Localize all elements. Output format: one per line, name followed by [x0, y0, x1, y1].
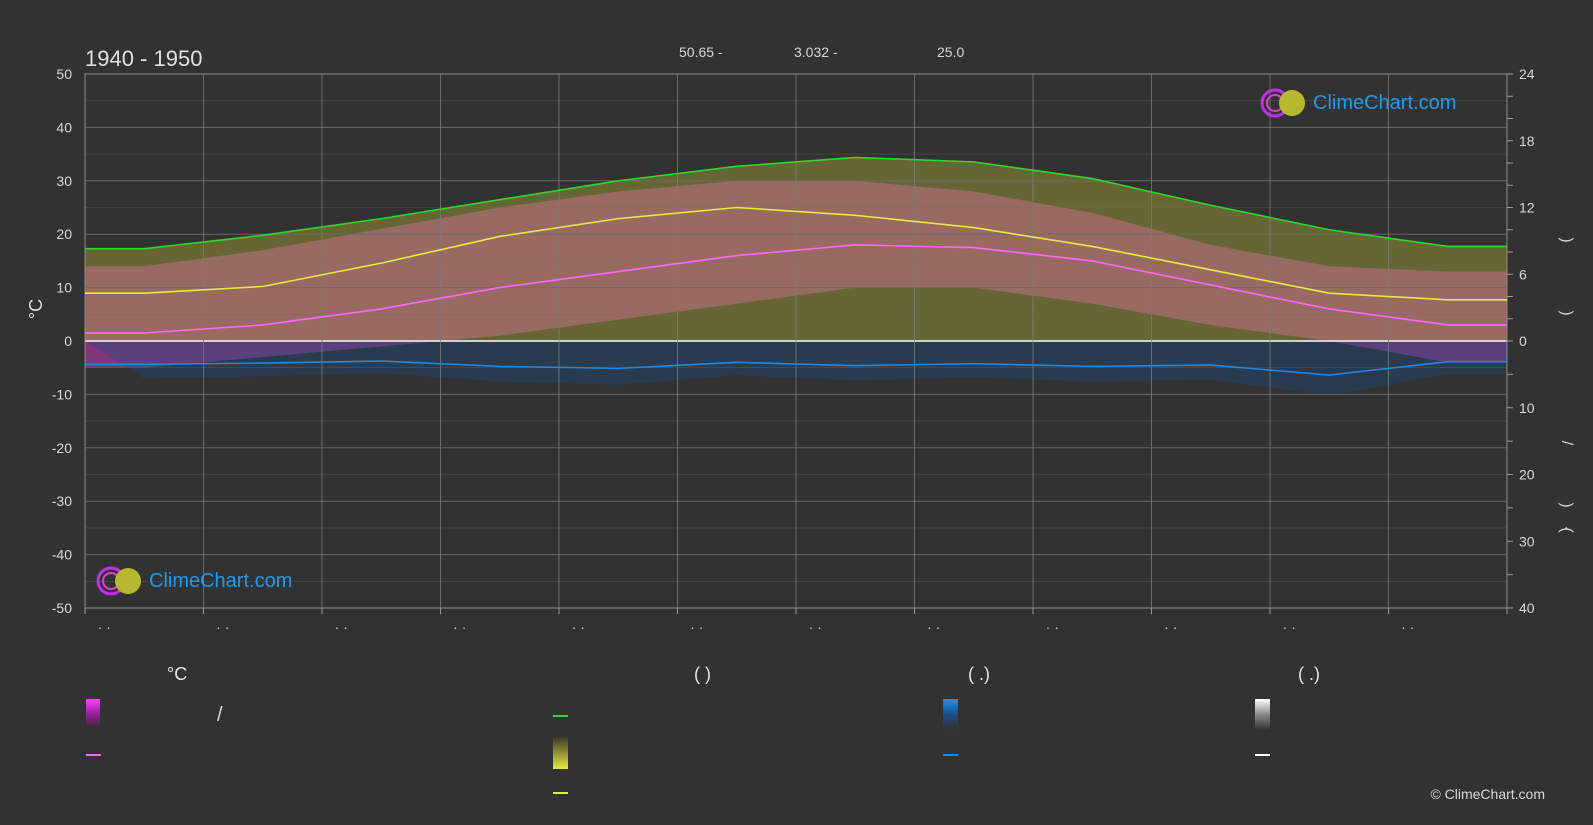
legend-snow-mean-swatch [1255, 754, 1270, 756]
x-month-tick-label: · · [572, 619, 585, 635]
y-right-axis-label: ) [1558, 310, 1575, 315]
legend-snow-heading: ( .) [1298, 664, 1320, 684]
y-right-bottom-tick-label: 20 [1519, 467, 1535, 483]
legend-temp-range-swatch [86, 699, 100, 727]
legend-sunshine-mean-swatch [553, 792, 568, 794]
y-left-tick-label: -30 [52, 493, 72, 509]
x-month-tick-label: · · [216, 619, 229, 635]
logo-text: ClimeChart.com [1313, 91, 1457, 114]
y-left-tick-label: 0 [64, 333, 72, 349]
x-month-tick-label: · · [1046, 619, 1059, 635]
logo-text: ClimeChart.com [149, 569, 293, 592]
y-left-tick-label: 20 [56, 226, 72, 242]
y-right-bottom-tick-label: 40 [1519, 600, 1535, 616]
logo-icon [96, 566, 141, 596]
y-right-axis-label: / [1558, 441, 1575, 446]
y-right-axis-label: ) [1558, 502, 1575, 507]
y-left-tick-label: 40 [56, 119, 72, 135]
y-right-top-tick-label: 24 [1519, 66, 1535, 82]
sunshine-line [85, 206, 1507, 301]
y-right-axis-label: ) [1558, 237, 1575, 242]
y-right-top-tick-label: 12 [1519, 200, 1535, 216]
y-left-tick-label: -20 [52, 440, 72, 456]
y-right-axis-label: · [1558, 525, 1575, 530]
legend-temp-mean-swatch [86, 754, 101, 756]
y-right-top-tick-label: 18 [1519, 133, 1535, 149]
x-month-tick-label: · · [98, 619, 111, 635]
copyright: © ClimeChart.com [1430, 786, 1545, 802]
x-month-tick-label: · · [453, 619, 466, 635]
x-month-tick-label: · · [927, 619, 940, 635]
y-left-tick-label: 10 [56, 280, 72, 296]
x-month-tick-label: · · [690, 619, 703, 635]
legend-sunshine-swatch [553, 737, 568, 769]
elevation-label: 25.0 [937, 44, 965, 60]
y-right-bottom-tick-label: 30 [1519, 533, 1535, 549]
x-month-tick-label: · · [335, 619, 348, 635]
y-right-top-tick-label: 6 [1519, 266, 1527, 282]
daylight-line [85, 156, 1507, 250]
chart-series [85, 156, 1507, 376]
legend-rain-heading: ( .) [968, 664, 990, 684]
latitude-label: 50.65 - [679, 44, 723, 60]
legend-daylight-swatch [553, 715, 568, 717]
legend-slash: / [217, 704, 223, 726]
longitude-label: 3.032 - [794, 44, 838, 60]
legend-sun-heading: ( ) [694, 664, 711, 684]
logo-bottom[interactable]: ClimeChart.com [95, 565, 292, 597]
chart-title: 1940 - 1950 [85, 46, 203, 71]
x-month-tick-label: · · [809, 619, 822, 635]
mean-temperature-line [85, 244, 1507, 334]
chart-axes: 50 40 30 20 10 0 -10 -20 -30 -40 -50 °C 24 18 12 6 0 10 20… [26, 66, 1575, 635]
legend-snow-swatch [1255, 699, 1270, 730]
y-left-axis-label: °C [26, 299, 46, 319]
y-right-top-tick-label: 0 [1519, 333, 1527, 349]
y-left-tick-label: 30 [56, 173, 72, 189]
rain-mean-line [85, 360, 1507, 376]
logo-icon [1260, 88, 1305, 118]
y-left-tick-label: -10 [52, 386, 72, 402]
x-month-tick-label: · · [1283, 619, 1296, 635]
x-month-tick-label: · · [1164, 619, 1177, 635]
y-left-tick-label: 50 [56, 66, 72, 82]
legend-rain-mean-swatch [943, 754, 958, 756]
y-left-tick-label: -40 [52, 547, 72, 563]
y-left-tick-label: -50 [52, 600, 72, 616]
y-right-axis-label: ( [1558, 527, 1575, 533]
logo-top[interactable]: ClimeChart.com [1259, 87, 1456, 119]
y-right-bottom-tick-label: 10 [1519, 400, 1535, 416]
legend-rain-swatch [943, 699, 958, 730]
legend-temp-heading: °C [167, 664, 188, 684]
x-month-tick-label: · · [1401, 619, 1414, 635]
chart-grid [84, 73, 1508, 609]
